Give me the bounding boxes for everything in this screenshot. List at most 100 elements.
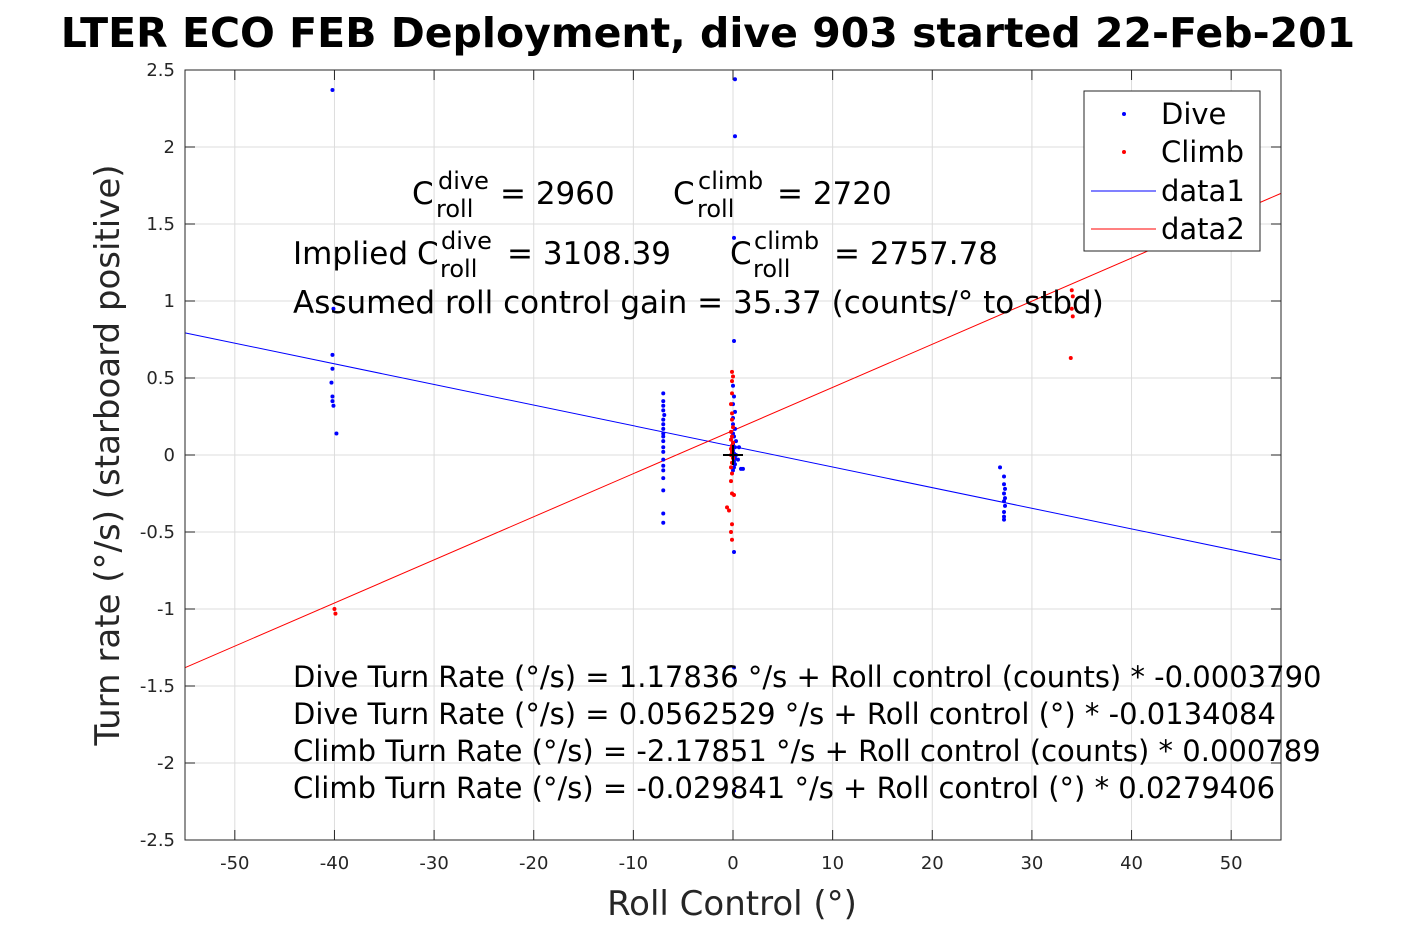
point-climb: [730, 471, 735, 476]
legend: Dive Climb data1 data2: [1083, 90, 1261, 252]
point-dive: [731, 550, 736, 555]
x-axis-ticks: -50 -40 -30 -20 -10 0 10 20 30 40 50: [220, 70, 1243, 874]
point-dive: [661, 468, 666, 473]
point-climb: [333, 611, 338, 616]
point-climb: [731, 425, 735, 430]
x-axis-label: Roll Control (°): [607, 884, 857, 924]
gain-annotation: Assumed roll control gain = 35.37 (count…: [293, 285, 1104, 321]
point-dive: [330, 366, 335, 371]
point-dive: [331, 306, 336, 311]
point-dive: [1003, 503, 1008, 508]
point-dive: [1003, 496, 1008, 501]
point-climb: [729, 402, 734, 407]
x-tick-label: 10: [821, 853, 844, 874]
legend-label-data2: data2: [1161, 212, 1245, 246]
c-roll-dive-sup: dive: [438, 167, 489, 195]
point-dive: [661, 488, 666, 493]
implied-climb-value: = 2757.78: [834, 236, 998, 272]
y-tick-label: -1: [157, 599, 175, 620]
y-axis-ticks: -2.5 -2 -1.5 -1 -0.5 0 0.5 1 1.5 2 2.5: [140, 60, 1281, 851]
point-climb: [729, 429, 734, 434]
data-points: [329, 77, 1075, 793]
c-roll-climb-sup: climb: [698, 167, 763, 195]
point-climb: [1069, 288, 1074, 293]
x-tick-label: -40: [320, 853, 349, 874]
annotation-c-roll-dive: C dive roll = 2960: [412, 167, 615, 223]
c-roll-climb-value: = 2720: [777, 176, 892, 212]
y-tick-label: -0.5: [140, 522, 175, 543]
point-climb: [1070, 314, 1075, 319]
point-dive: [731, 465, 736, 470]
point-climb: [729, 479, 734, 484]
point-climb: [731, 374, 735, 379]
point-dive: [661, 457, 666, 462]
point-dive: [1002, 491, 1007, 496]
point-dive: [661, 399, 666, 404]
svg-text:C: C: [412, 176, 434, 212]
point-dive: [661, 408, 666, 413]
implied-dive-sub: roll: [440, 255, 477, 283]
point-dive: [661, 463, 666, 468]
point-dive: [740, 466, 745, 471]
point-dive: [330, 352, 335, 357]
y-tick-label: 2.5: [146, 60, 175, 81]
point-climb: [730, 434, 735, 439]
x-tick-label: 0: [727, 853, 738, 874]
x-tick-label: -50: [220, 853, 249, 874]
chart-title: LTER ECO FEB Deployment, dive 903 starte…: [61, 9, 1355, 57]
point-dive: [662, 412, 667, 417]
origin-marker: [723, 445, 743, 465]
legend-label-dive: Dive: [1161, 97, 1226, 131]
point-dive: [330, 394, 335, 399]
point-climb: [729, 465, 734, 470]
implied-prefix: Implied: [293, 236, 408, 272]
point-dive: [733, 439, 738, 444]
point-dive: [731, 383, 735, 388]
point-dive: [334, 431, 339, 436]
point-climb: [730, 369, 735, 374]
point-dive: [661, 511, 666, 516]
y-axis-label: Turn rate (°/s) (starboard positive): [88, 164, 128, 746]
fit-line-data2: [184, 192, 1282, 669]
fit-equations: Dive Turn Rate (°/s) = 1.17836 °/s + Rol…: [293, 660, 1321, 805]
point-dive: [731, 468, 735, 473]
equation-dive-degrees: Dive Turn Rate (°/s) = 0.0562529 °/s + R…: [293, 697, 1276, 731]
point-dive: [735, 457, 740, 462]
c-roll-climb-sub: roll: [697, 195, 734, 223]
point-dive: [732, 77, 737, 82]
y-tick-label: -1.5: [140, 676, 175, 697]
point-dive: [329, 380, 334, 385]
implied-climb-sup: climb: [754, 227, 819, 255]
implied-climb-base: C: [730, 236, 752, 272]
legend-marker-dive: [1122, 112, 1126, 116]
annotation-implied: Implied C dive roll = 3108.39 C climb ro…: [293, 227, 998, 283]
equation-climb-degrees: Climb Turn Rate (°/s) = -0.029841 °/s + …: [293, 771, 1275, 805]
x-tick-label: -20: [519, 853, 548, 874]
point-climb: [730, 391, 735, 396]
point-dive: [732, 134, 737, 139]
c-roll-dive-base: C: [412, 176, 434, 212]
point-dive: [998, 465, 1003, 470]
point-dive: [661, 426, 666, 431]
y-tick-label: 1.5: [146, 214, 175, 235]
y-tick-label: -2: [157, 753, 175, 774]
c-roll-dive-value: = 2960: [500, 176, 615, 212]
point-dive: [1002, 499, 1007, 504]
implied-climb-sub: roll: [753, 255, 790, 283]
point-dive: [731, 788, 736, 793]
point-dive: [732, 409, 737, 414]
point-dive: [1003, 486, 1008, 491]
y-tick-label: 0.5: [146, 368, 175, 389]
equation-dive-counts: Dive Turn Rate (°/s) = 1.17836 °/s + Rol…: [293, 660, 1321, 694]
point-climb: [730, 522, 735, 527]
point-dive: [1002, 514, 1007, 519]
point-dive: [661, 439, 666, 444]
legend-box: [1083, 90, 1261, 252]
x-tick-label: -30: [419, 853, 448, 874]
c-roll-dive-sub: roll: [436, 195, 473, 223]
point-dive: [330, 88, 335, 93]
point-climb: [727, 508, 732, 513]
point-dive: [331, 403, 336, 408]
point-climb: [1069, 306, 1074, 311]
